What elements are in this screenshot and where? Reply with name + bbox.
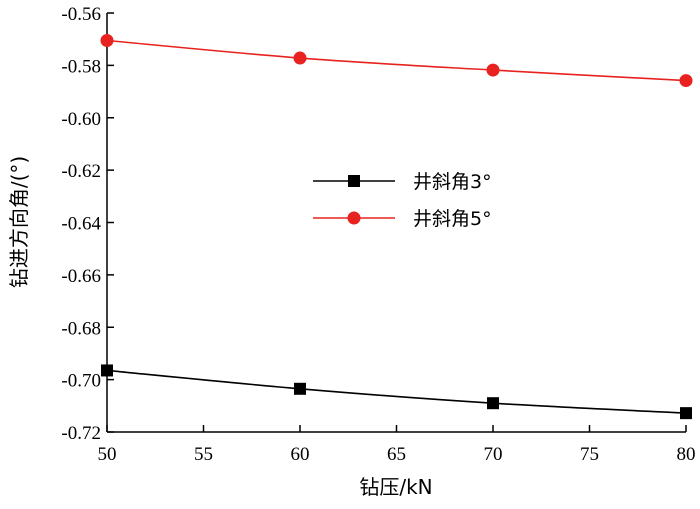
y-tick-label: -0.64 (61, 214, 101, 235)
data-point-circle (100, 33, 114, 47)
x-tick-label: 80 (677, 444, 696, 465)
x-tick-label: 55 (194, 444, 213, 465)
x-tick-label: 70 (484, 444, 503, 465)
y-axis-title: 钻进方向角/(°) (7, 156, 31, 288)
data-point-square (101, 364, 113, 377)
x-tick-label: 50 (98, 444, 117, 465)
data-point-square (294, 382, 306, 395)
y-tick-label: -0.58 (61, 56, 101, 77)
legend-marker-circle (347, 211, 361, 225)
x-tick-label: 75 (580, 444, 599, 465)
y-tick-label: -0.72 (61, 423, 101, 444)
legend-label-1: 井斜角3° (413, 171, 492, 193)
data-point-circle (293, 51, 307, 65)
data-point-circle (679, 74, 693, 88)
legend-marker-square (348, 175, 360, 187)
data-point-square (487, 397, 499, 410)
x-tick-label: 60 (291, 444, 310, 465)
y-tick-label: -0.68 (61, 318, 101, 339)
series (100, 33, 693, 420)
y-tick-label: -0.70 (61, 371, 101, 392)
legend: 井斜角3° 井斜角5° (313, 171, 492, 230)
y-tick-label: -0.62 (61, 161, 101, 182)
series-line-2 (106, 39, 687, 82)
y-tick-label: -0.66 (61, 266, 101, 287)
series-line-1 (106, 369, 687, 414)
data-point-square (680, 407, 692, 420)
x-tick-label: 65 (387, 444, 406, 465)
legend-label-2: 井斜角5° (413, 208, 492, 230)
x-axis-title: 钻压/kN (359, 475, 432, 499)
y-tick-label: -0.56 (61, 4, 101, 25)
y-tick-label: -0.60 (61, 109, 101, 130)
ticks: 50 55 60 65 70 75 80 -0.56 -0.58 -0.60 -0.62 -0.64 -… (61, 4, 695, 465)
data-point-circle (486, 63, 500, 77)
